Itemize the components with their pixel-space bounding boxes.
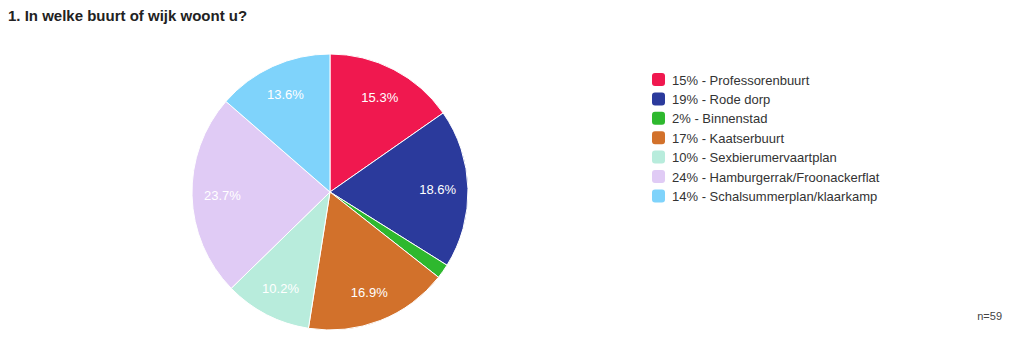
legend-label: 14% - Schalsummerplan/klaarkamp — [672, 189, 877, 204]
legend-swatch — [652, 92, 665, 105]
chart: 1. In welke buurt of wijk woont u?15.3%1… — [0, 0, 1024, 342]
legend-swatch — [652, 131, 665, 144]
data-label: 23.7% — [204, 188, 241, 203]
title: 1. In welke buurt of wijk woont u? — [8, 7, 247, 24]
legend-swatch — [652, 189, 665, 202]
data-label: 13.6% — [267, 87, 304, 102]
legend-swatch — [652, 151, 665, 164]
slice — [308, 192, 438, 330]
legend-label: 19% - Rode dorp — [672, 92, 770, 107]
legend-label: 17% - Kaatserbuurt — [672, 131, 784, 146]
data-label: 18.6% — [419, 182, 456, 197]
data-labels: 15.3% 18.6% 16.9% 10.2% 23.7% 13.6% — [204, 87, 457, 300]
slices — [192, 54, 468, 330]
legend-swatch — [652, 73, 665, 86]
legend-label: 24% - Hamburgerrak/Froonackerflat — [672, 170, 880, 185]
legend-label: 15% - Professorenbuurt — [672, 73, 810, 88]
legend-label: 10% - Sexbierumervaartplan — [672, 150, 837, 165]
data-label: 16.9% — [351, 285, 388, 300]
annotation: n=59 — [977, 310, 1002, 322]
slice — [226, 54, 330, 192]
legend-label: 2% - Binnenstad — [672, 111, 767, 126]
legend-swatch — [652, 170, 665, 183]
legend: 15% - Professorenbuurt 19% - Rode dorp 2% … — [652, 73, 880, 204]
data-label: 15.3% — [361, 90, 398, 105]
legend-swatch — [652, 112, 665, 125]
data-label: 10.2% — [262, 281, 299, 296]
